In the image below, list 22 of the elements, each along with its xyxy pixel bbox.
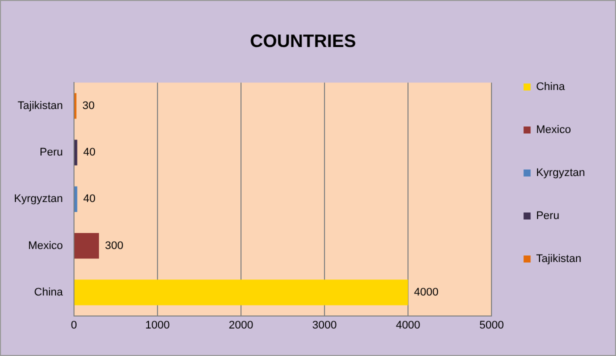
y-tick-label: Tajikistan [18,100,63,112]
x-tick-label: 0 [70,319,77,332]
legend-label: Mexico [536,124,571,136]
x-tick-label: 1000 [145,319,170,332]
x-tick-label: 4000 [396,319,420,332]
x-tick-label: 5000 [479,319,504,332]
data-label: 300 [104,240,124,252]
legend-label: Peru [536,210,560,222]
legend-label: Kyrgyztan [536,167,586,180]
x-tick-label: 3000 [312,319,337,332]
data-label: 30 [82,100,95,112]
legend-label: Tajikistan [536,253,582,266]
chart-title: COUNTRIES [250,30,356,51]
y-tick-label: Kyrgyztan [14,193,63,206]
y-tick-label: Peru [40,146,63,159]
data-label: 40 [83,146,96,159]
y-tick-label: Mexico [28,240,63,252]
data-label: 40 [83,193,96,206]
x-tick-label: 2000 [228,319,254,332]
legend-label: China [536,81,566,94]
y-tick-label: China [34,286,64,299]
data-label: 4000 [414,286,439,299]
